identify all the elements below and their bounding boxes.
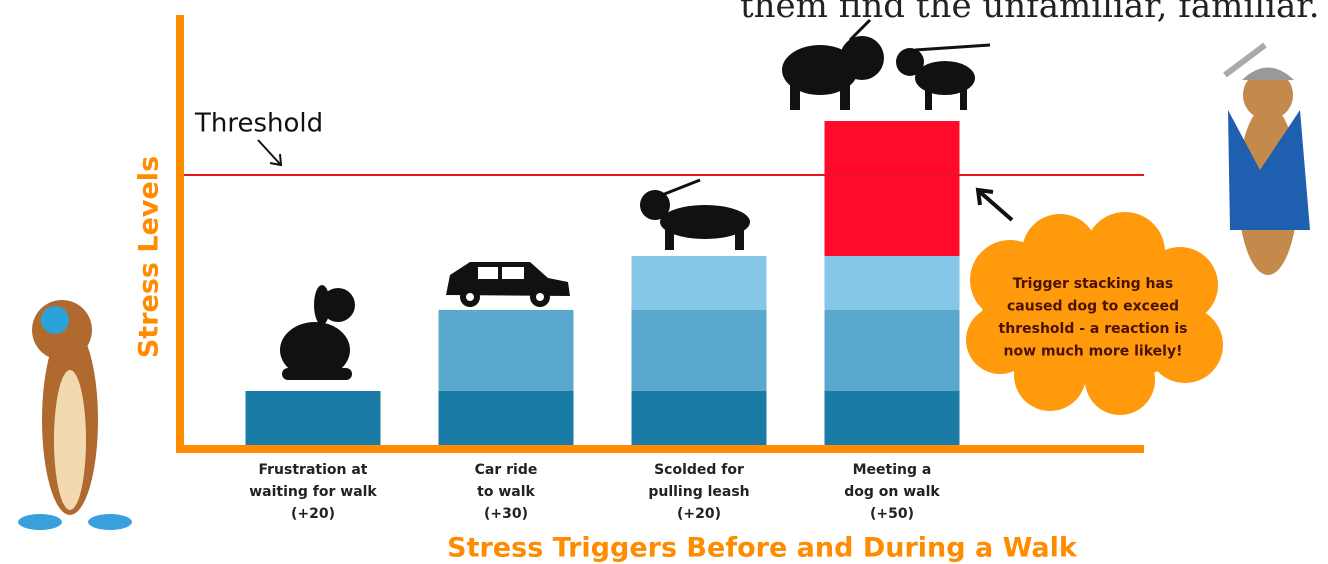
x-tick-label: pulling leash: [648, 484, 749, 500]
annotation-arrow: [975, 187, 1014, 222]
threshold-arrow: [257, 139, 283, 167]
x-tick-label: Scolded for: [654, 462, 744, 478]
bar-segment: [631, 310, 767, 391]
bar-segment: [245, 391, 381, 445]
dog-sitting: [280, 285, 355, 380]
x-tick-label: dog on walk: [844, 484, 940, 500]
x-tick-label: (+20): [677, 506, 721, 522]
meerkat-viking: [1223, 42, 1310, 275]
annotation-text: now much more likely!: [1004, 344, 1183, 360]
car: [446, 262, 570, 307]
x-tick-label: Meeting a: [853, 462, 932, 478]
meerkat-left: [18, 300, 132, 530]
bar-segment: [824, 256, 960, 310]
bar-segment: [438, 310, 574, 391]
x-tick-label: to walk: [477, 484, 535, 500]
bar-segment: [824, 391, 960, 445]
two-dogs: [782, 18, 991, 110]
annotation-text: Trigger stacking has: [1013, 276, 1174, 292]
bar-segment: [631, 256, 767, 310]
dog-pulling: [640, 178, 750, 250]
top-text: them find the unfamiliar, familiar.: [740, 0, 1320, 26]
x-tick-label: waiting for walk: [249, 484, 377, 500]
annotation-cloud: [966, 212, 1223, 415]
annotation-text: caused dog to exceed: [1007, 299, 1179, 315]
bar-segment: [824, 121, 960, 256]
x-tick-label: (+20): [291, 506, 335, 522]
x-tick-label: Frustration at: [258, 462, 367, 478]
bar-segment: [824, 310, 960, 391]
threshold-label: Threshold: [194, 109, 323, 139]
x-axis-label: Stress Triggers Before and During a Walk: [447, 533, 1078, 564]
y-axis-label: Stress Levels: [134, 156, 165, 358]
x-tick-label: Car ride: [475, 462, 538, 478]
x-tick-label: (+50): [870, 506, 914, 522]
bar-segment: [438, 391, 574, 445]
x-tick-label: (+30): [484, 506, 528, 522]
annotation-text: threshold - a reaction is: [999, 321, 1188, 337]
bar-segment: [631, 391, 767, 445]
